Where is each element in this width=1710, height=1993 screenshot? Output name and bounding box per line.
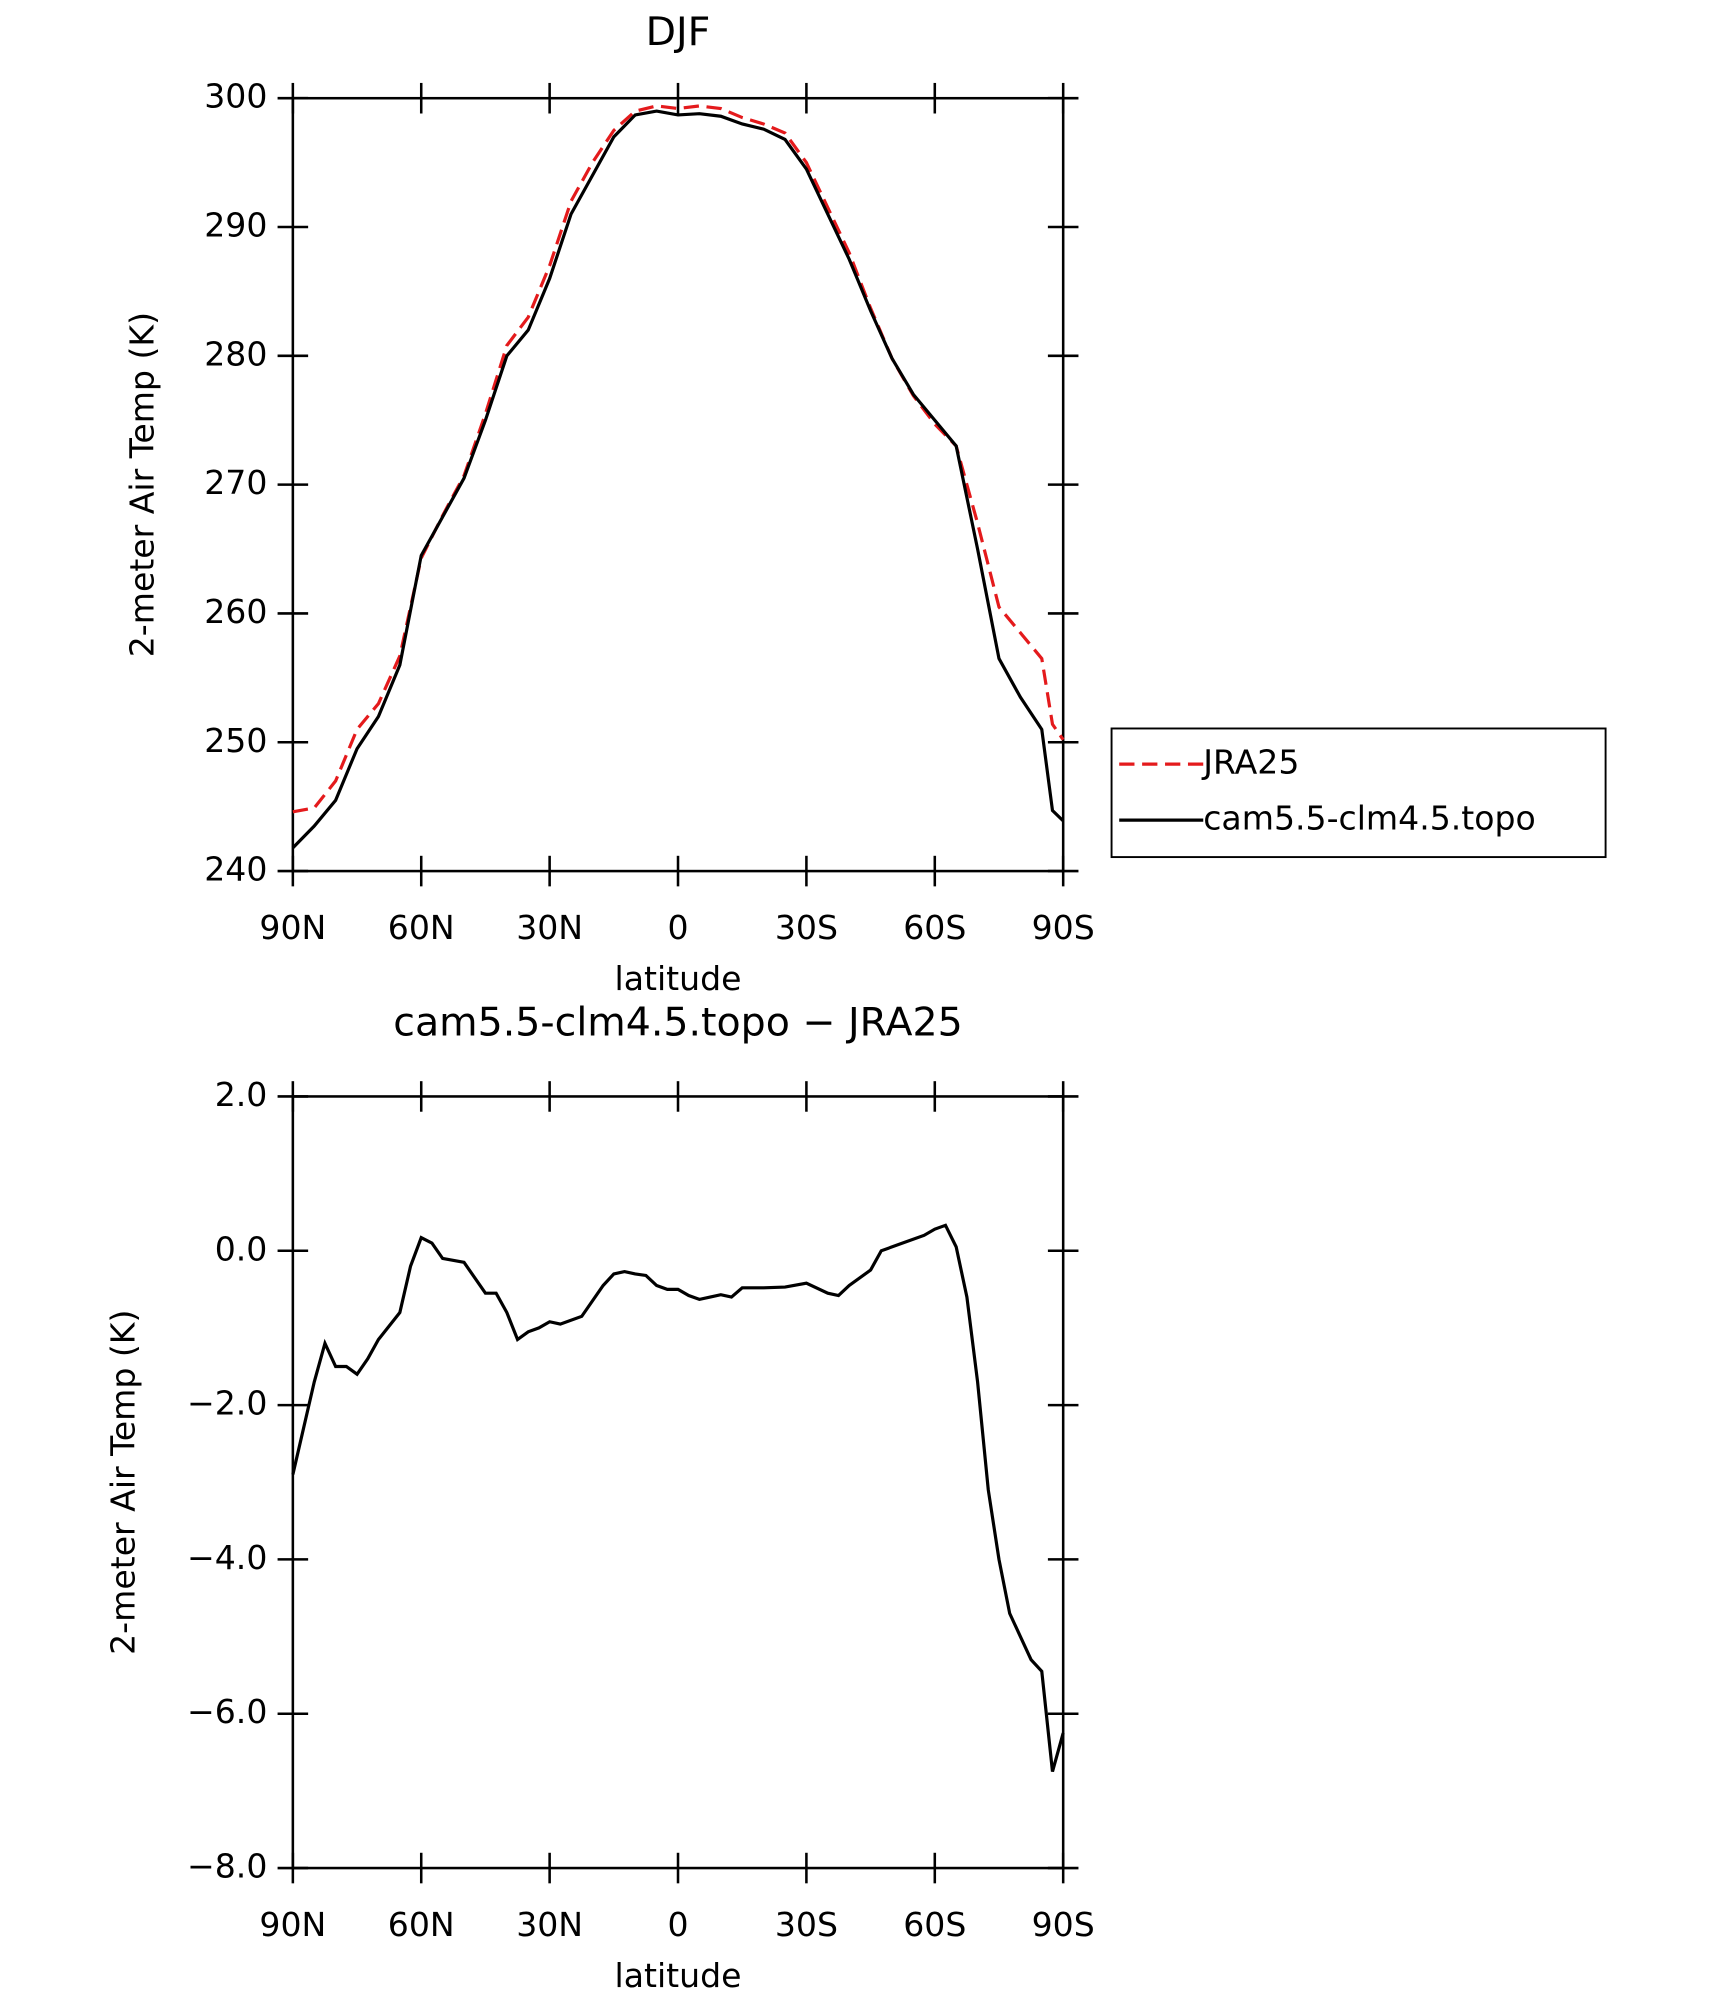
chart-title: cam5.5-clm4.5.topo − JRA25 xyxy=(393,1000,962,1046)
x-tick-label: 0 xyxy=(667,908,688,947)
x-tick-label: 90S xyxy=(1032,1905,1095,1944)
y-tick-label: 270 xyxy=(204,463,267,502)
plot-frame xyxy=(291,1095,1065,1870)
y-axis-label: 2-meter Air Temp (K) xyxy=(103,1310,142,1655)
data-line xyxy=(291,1223,1065,1773)
legend-box xyxy=(1110,727,1607,859)
y-tick-label: 240 xyxy=(204,850,267,889)
y-tick-label: 260 xyxy=(204,592,267,631)
y-tick-label: −2.0 xyxy=(187,1384,267,1423)
x-tick-label: 60S xyxy=(903,908,966,947)
legend-label: cam5.5-clm4.5.topo xyxy=(1203,799,1536,838)
data-line xyxy=(292,104,1065,814)
x-tick-label: 0 xyxy=(667,1905,688,1944)
y-tick-label: 0.0 xyxy=(215,1229,268,1268)
x-tick-label: 30N xyxy=(516,908,583,947)
chart-title: DJF xyxy=(646,9,711,55)
y-tick-label: −6.0 xyxy=(187,1692,267,1731)
x-axis-label: latitude xyxy=(615,1956,742,1993)
x-tick-label: 30S xyxy=(775,1905,838,1944)
y-tick-label: 250 xyxy=(204,721,267,760)
y-axis-label: 2-meter Air Temp (K) xyxy=(122,312,161,657)
y-tick-label: 290 xyxy=(204,206,267,245)
x-tick-label: 60S xyxy=(903,1905,966,1944)
x-tick-label: 90N xyxy=(259,1905,326,1944)
x-tick-label: 60N xyxy=(388,908,455,947)
y-tick-label: −4.0 xyxy=(187,1538,267,1577)
x-tick-label: 30N xyxy=(516,1905,583,1944)
x-tick-label: 60N xyxy=(388,1905,455,1944)
x-tick-label: 90N xyxy=(259,908,326,947)
x-tick-label: 30S xyxy=(775,908,838,947)
plot-frame xyxy=(291,96,1065,873)
y-tick-label: −8.0 xyxy=(187,1847,267,1886)
legend-label: JRA25 xyxy=(1201,743,1299,782)
y-tick-label: 280 xyxy=(204,334,267,373)
y-tick-label: 2.0 xyxy=(215,1075,268,1114)
legend: JRA25 cam5.5-clm4.5.topo xyxy=(1110,727,1607,859)
data-line xyxy=(291,109,1065,850)
x-tick-label: 90S xyxy=(1032,908,1095,947)
x-axis-label: latitude xyxy=(615,959,742,998)
y-tick-label: 300 xyxy=(204,77,267,116)
